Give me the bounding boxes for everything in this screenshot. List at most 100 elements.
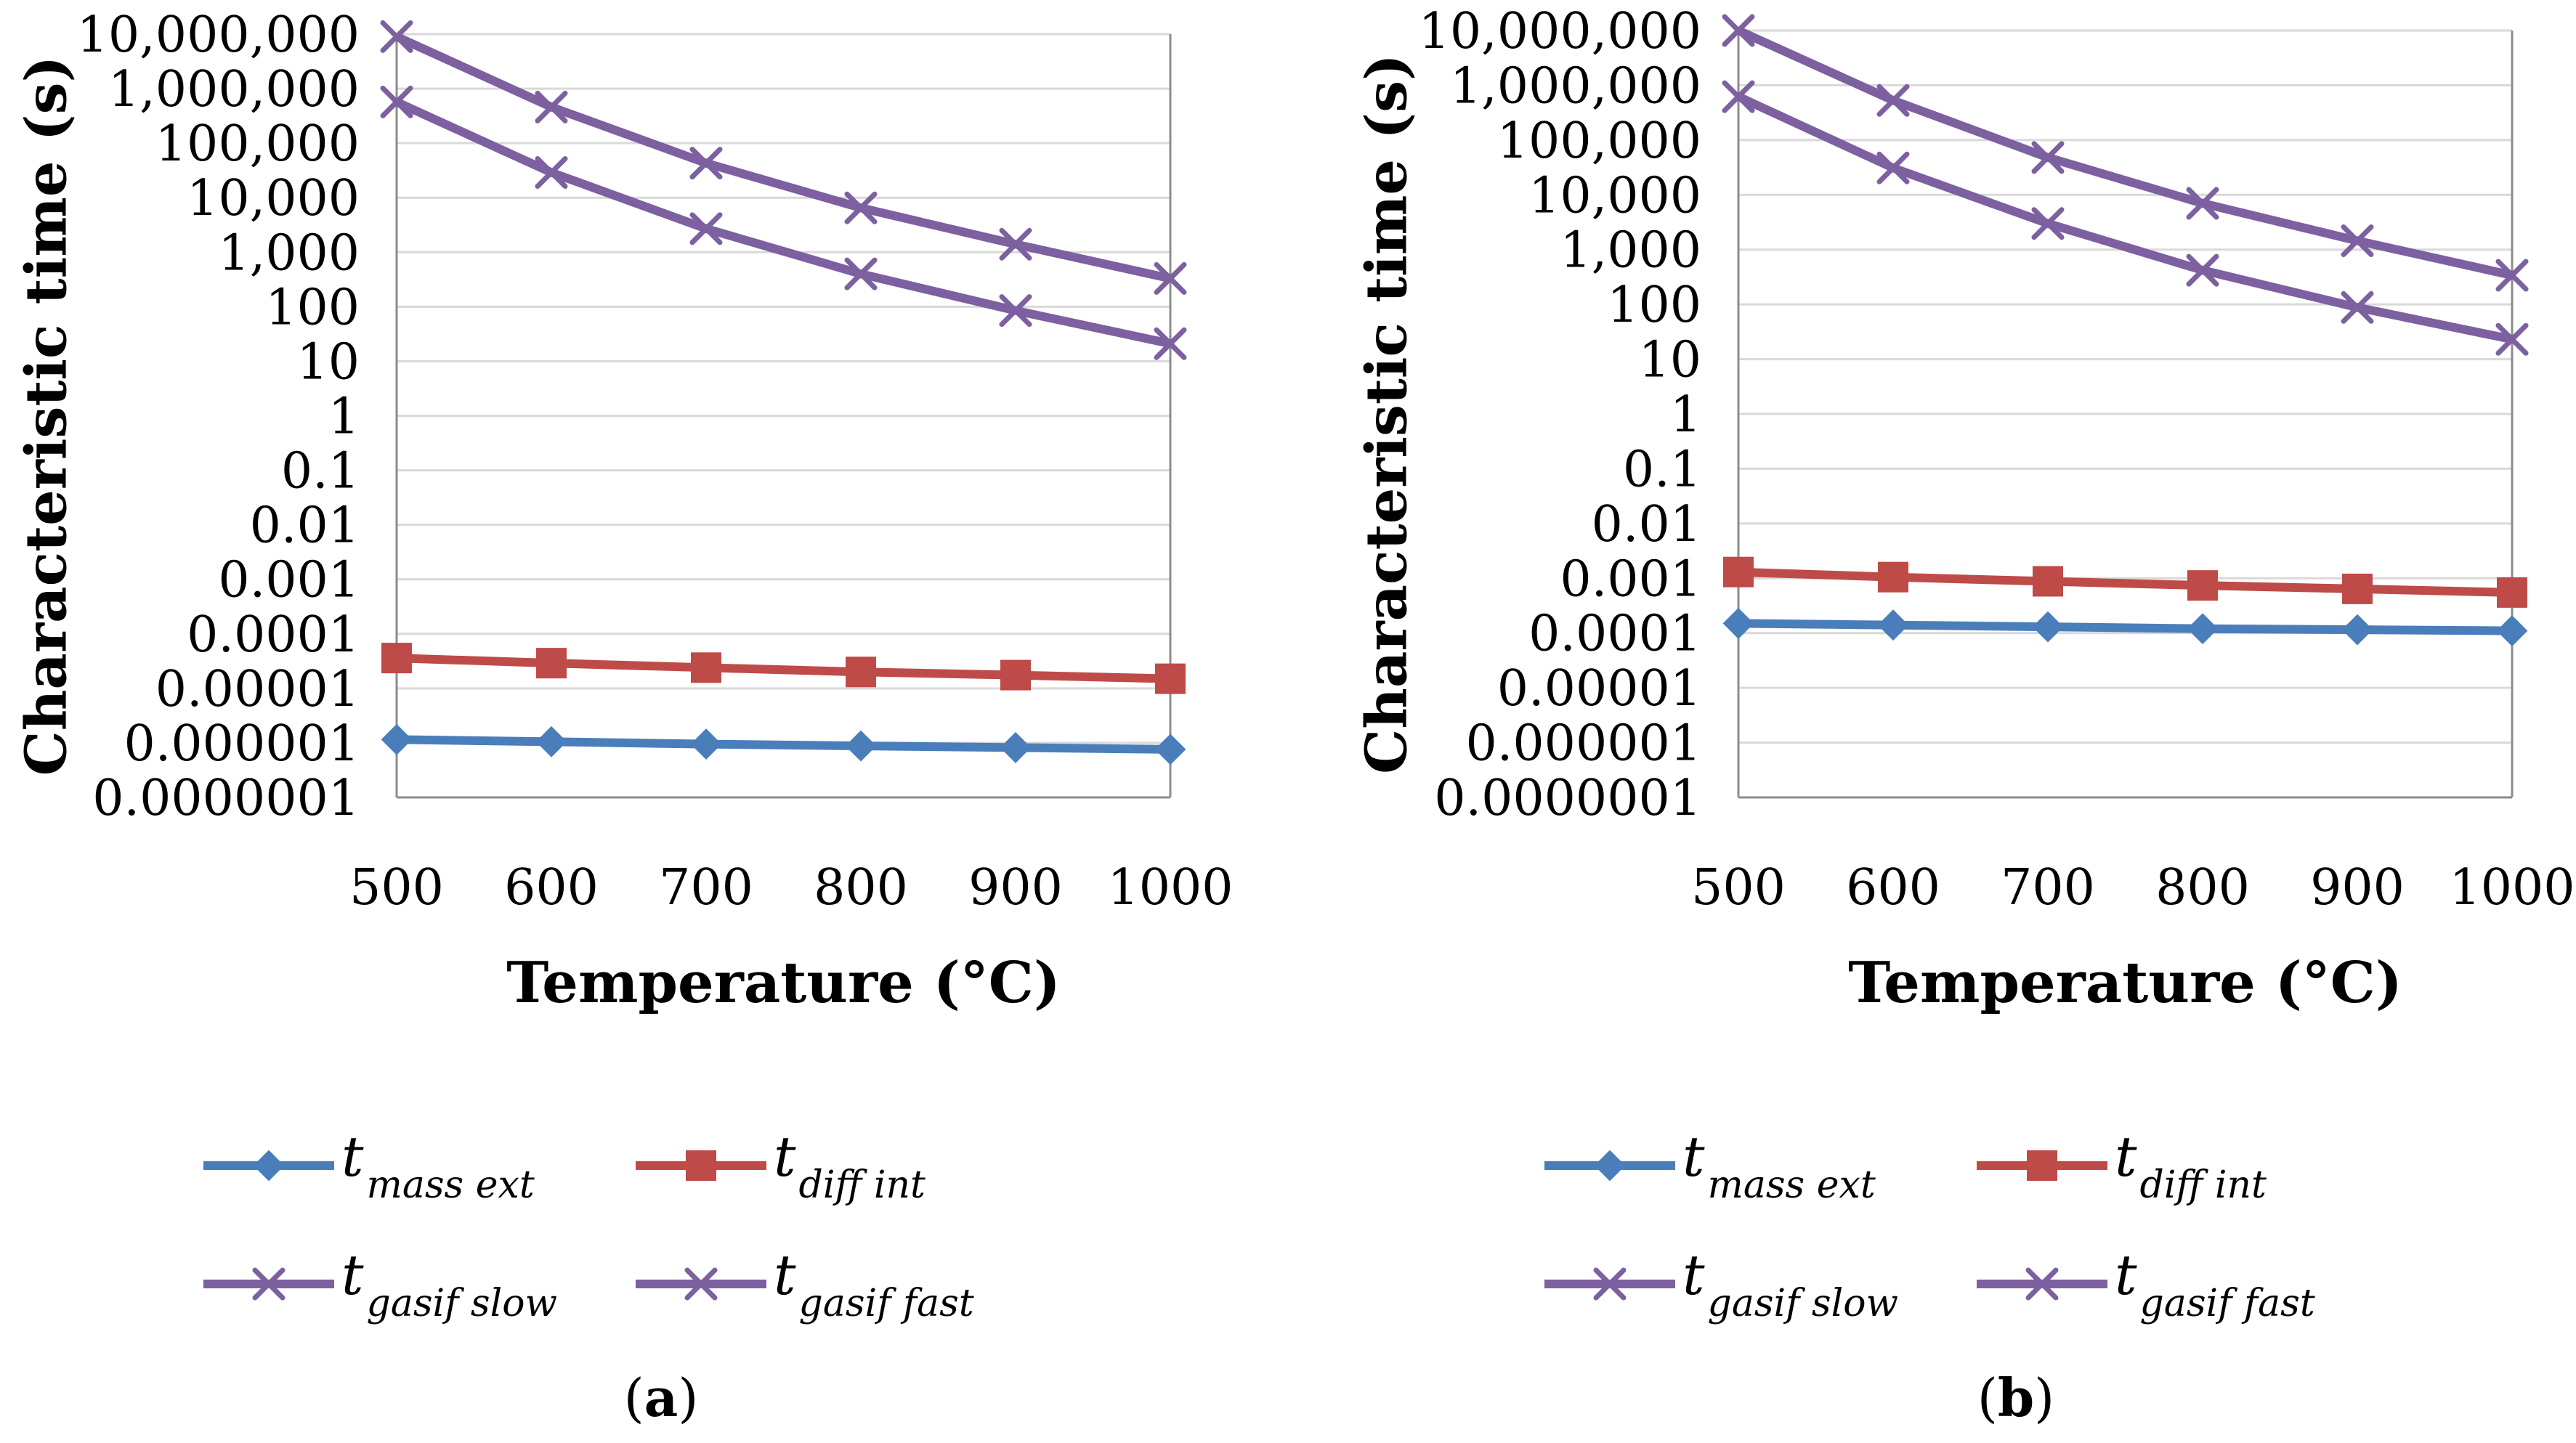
x-tick-label: 1000 [2449, 859, 2575, 916]
series-line-gasif_slow [394, 32, 1172, 283]
panel-label-paren: ) [2034, 1367, 2054, 1428]
legend-marker [2027, 1150, 2057, 1181]
series-diff_int [381, 643, 1186, 694]
panel-label-paren: ) [678, 1367, 698, 1428]
series-mass_ext [381, 723, 1186, 765]
data-point-gasif_slow [1154, 261, 1187, 295]
data-point-diff_int [691, 652, 721, 683]
y-tick-label: 0.000001 [124, 715, 360, 773]
data-point-diff_int [381, 643, 412, 674]
data-point-diff_int [1155, 663, 1186, 694]
y-tick-label: 0.000001 [1466, 715, 1701, 773]
series-line-diff_int [396, 654, 1171, 683]
y-tick-label: 0.0000001 [92, 770, 360, 827]
panel-label: (b) [1977, 1367, 2055, 1428]
data-point-gasif_slow [1876, 84, 1910, 117]
legend-label-sub: gasif slow [367, 1282, 558, 1325]
legend-item-mass_ext: tmass ext [203, 1124, 535, 1207]
y-tick-label: 0.0001 [187, 606, 360, 664]
y-tick-label: 0.01 [250, 497, 360, 555]
data-point-gasif_slow [380, 20, 413, 53]
data-point-mass_ext [1000, 731, 1032, 763]
panel-label-letter: a [644, 1367, 679, 1428]
data-point-gasif_fast [2495, 322, 2529, 356]
data-point-diff_int [2033, 566, 2063, 597]
y-tick-label: 1,000 [218, 224, 360, 282]
chart-panel-b: 0.00000010.0000010.000010.00010.0010.010… [1354, 3, 2575, 1428]
data-point-gasif_fast [844, 257, 878, 290]
y-tick-label: 100 [1607, 277, 1701, 334]
y-tick-label: 10,000,000 [1419, 3, 1701, 60]
legend-label: tmass ext [1682, 1124, 1876, 1207]
y-axis-title: Characteristic time (s) [1354, 54, 1420, 774]
x-axis-title: Temperature (°C) [506, 950, 1061, 1016]
legend-marker [684, 1267, 718, 1301]
legend-item-diff_int: tdiff int [1977, 1124, 2267, 1207]
legend-item-gasif_slow: tgasif slow [203, 1243, 557, 1325]
y-tick-label: 1,000,000 [1450, 57, 1701, 115]
data-point-diff_int [1000, 659, 1031, 691]
x-tick-label: 900 [968, 859, 1063, 916]
series-line-mass_ext [396, 735, 1171, 754]
data-point-gasif_slow [2341, 224, 2374, 258]
y-tick-label: 1 [328, 389, 360, 446]
legend-item-diff_int: tdiff int [636, 1124, 926, 1207]
data-point-mass_ext [535, 725, 567, 757]
legend-marker [253, 1150, 285, 1182]
data-point-gasif_slow [535, 90, 568, 123]
data-point-mass_ext [2187, 613, 2219, 645]
chart-panel-a: 0.00000010.0000010.000010.00010.0010.010… [14, 7, 1234, 1428]
y-tick-label: 0.1 [281, 443, 360, 500]
y-tick-label: 0.001 [1560, 550, 1701, 608]
y-tick-label: 10,000 [187, 170, 360, 227]
data-point-diff_int [2342, 573, 2373, 604]
data-point-gasif_fast [2341, 290, 2374, 324]
x-tick-label: 1000 [1107, 859, 1233, 916]
data-point-gasif_fast [689, 212, 723, 245]
data-point-gasif_slow [1722, 14, 1755, 47]
legend-label-main: t [1682, 1124, 1705, 1189]
panel-label: (a) [624, 1367, 699, 1428]
y-tick-label: 10 [296, 333, 360, 391]
legend-label: tdiff int [2115, 1124, 2267, 1207]
legend-label-main: t [341, 1243, 364, 1307]
y-tick-label: 0.00001 [1497, 660, 1701, 718]
legend-label-main: t [341, 1124, 364, 1189]
legend-label-sub: gasif fast [2140, 1282, 2315, 1325]
legend-label: tgasif slow [341, 1243, 557, 1325]
data-point-mass_ext [381, 723, 413, 755]
data-point-gasif_fast [1154, 327, 1187, 360]
series-gasif_fast [1722, 80, 2529, 356]
data-point-diff_int [536, 648, 567, 679]
data-point-gasif_slow [999, 227, 1032, 261]
data-point-diff_int [846, 657, 876, 688]
y-tick-label: 0.1 [1623, 441, 1701, 498]
y-tick-label: 1,000 [1560, 222, 1701, 280]
x-tick-label: 700 [2001, 859, 2095, 916]
legend-label-sub: diff int [2140, 1163, 2267, 1207]
data-point-gasif_fast [1876, 151, 1910, 184]
x-tick-label: 700 [659, 859, 753, 916]
y-tick-label: 1,000,000 [108, 61, 360, 118]
series-line-gasif_slow [1736, 26, 2514, 280]
series-line-gasif_fast [394, 97, 1172, 349]
x-tick-label: 500 [1691, 859, 1786, 916]
legend-item-gasif_fast: tgasif fast [1977, 1243, 2315, 1325]
legend-label: tgasif fast [2115, 1243, 2315, 1325]
data-point-gasif_slow [2186, 187, 2219, 220]
legend-item-mass_ext: tmass ext [1544, 1124, 1876, 1207]
series-diff_int [1723, 556, 2527, 608]
legend-label-main: t [2115, 1243, 2137, 1307]
data-point-diff_int [2497, 577, 2527, 608]
legend-label: tgasif slow [1682, 1243, 1898, 1325]
data-point-diff_int [1723, 556, 1754, 588]
data-point-gasif_slow [2031, 141, 2065, 174]
legend-label-main: t [1682, 1243, 1705, 1307]
data-point-gasif_fast [380, 85, 413, 118]
x-tick-label: 600 [504, 859, 599, 916]
data-point-gasif_slow [844, 191, 878, 224]
data-point-mass_ext [2032, 611, 2064, 643]
